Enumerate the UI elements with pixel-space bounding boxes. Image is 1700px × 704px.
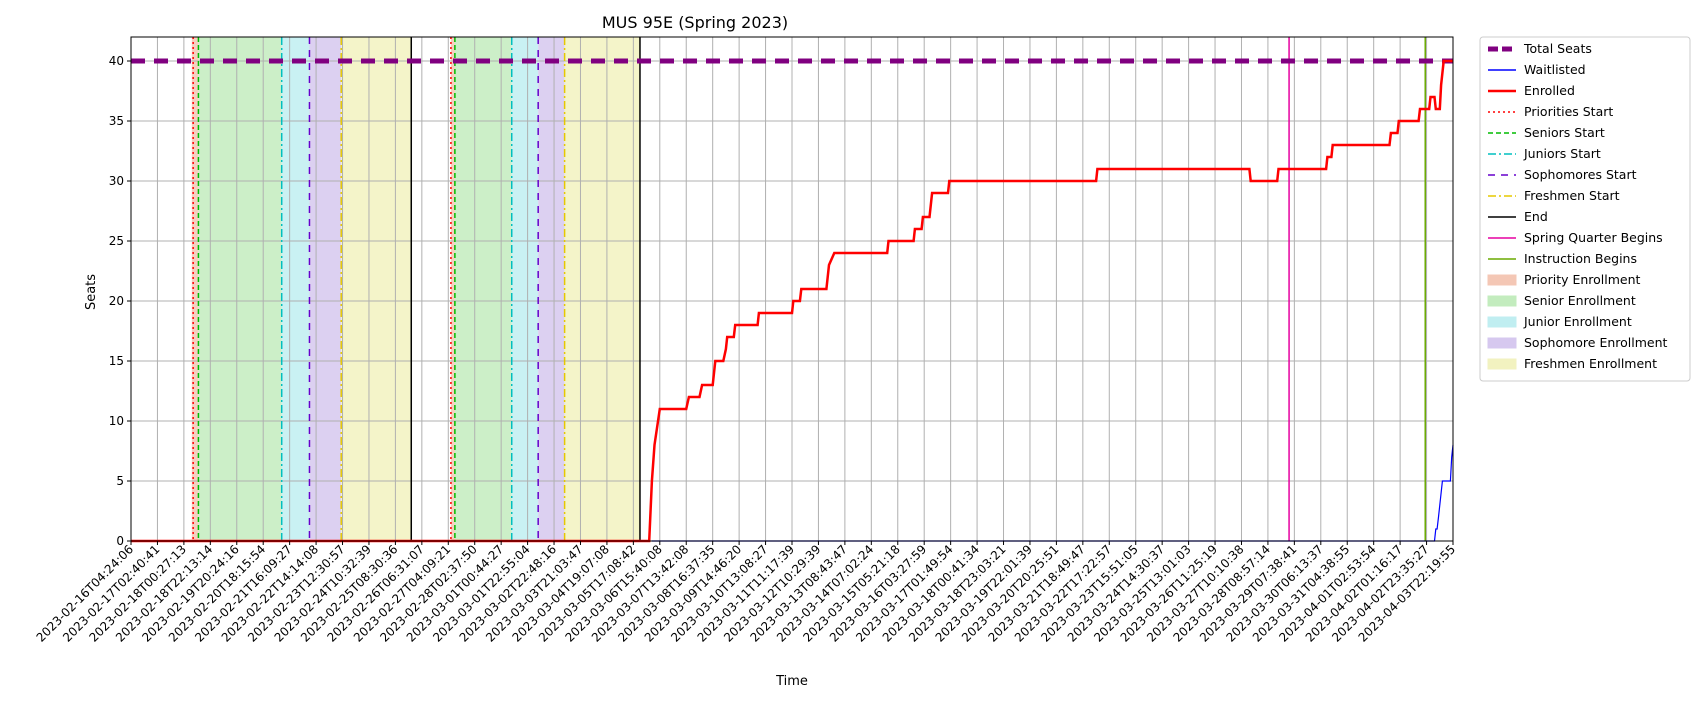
period-priority-enrollment	[450, 37, 455, 541]
period-freshmen-enrollment	[341, 37, 412, 541]
legend-swatch-priority-enrollment	[1487, 274, 1517, 286]
series-waitlisted	[651, 444, 1454, 542]
period-freshmen-enrollment	[564, 37, 640, 541]
legend-swatch-freshmen-enrollment	[1487, 358, 1517, 370]
period-senior-enrollment	[198, 37, 282, 541]
legend-label-seniors-start: Seniors Start	[1524, 125, 1605, 140]
legend-label-priorities-start: Priorities Start	[1524, 104, 1613, 119]
legend-label-spring-quarter-begins: Spring Quarter Begins	[1524, 230, 1663, 245]
y-tick-label: 40	[109, 54, 124, 68]
y-tick-label: 20	[109, 294, 124, 308]
period-sophomore-enrollment	[538, 37, 565, 541]
y-tick-label: 5	[116, 474, 124, 488]
series-enrolled	[131, 59, 1453, 543]
legend-box	[1479, 36, 1691, 382]
period-senior-enrollment	[454, 37, 512, 541]
period-junior-enrollment	[511, 37, 539, 541]
legend-swatch-junior-enrollment	[1487, 316, 1517, 328]
x-axis-label: Time	[775, 674, 808, 689]
legend-label-junior-enrollment: Junior Enrollment	[1523, 314, 1632, 329]
legend-label-total-seats: Total Seats	[1523, 41, 1592, 56]
legend-label-end: End	[1524, 209, 1548, 224]
period-priority-enrollment	[191, 37, 199, 541]
legend-label-juniors-start: Juniors Start	[1523, 146, 1601, 161]
legend-label-waitlisted: Waitlisted	[1524, 62, 1586, 77]
legend: Total Seats Waitlisted Enrolled Priorities …	[1479, 36, 1691, 382]
chart-title: MUS 95E (Spring 2023)	[602, 13, 788, 32]
legend-swatch-sophomore-enrollment	[1487, 337, 1517, 349]
y-tick-label: 30	[109, 174, 124, 188]
legend-label-instruction-begins: Instruction Begins	[1524, 251, 1637, 266]
legend-label-freshmen-enrollment: Freshmen Enrollment	[1524, 356, 1657, 371]
y-tick-label: 0	[116, 534, 124, 548]
period-junior-enrollment	[281, 37, 310, 541]
legend-swatch-senior-enrollment	[1487, 295, 1517, 307]
y-tick-label: 15	[109, 354, 124, 368]
legend-label-enrolled: Enrolled	[1524, 83, 1575, 98]
y-axis-label: Seats	[84, 274, 99, 310]
legend-label-priority-enrollment: Priority Enrollment	[1524, 272, 1641, 287]
legend-label-freshmen-start: Freshmen Start	[1524, 188, 1620, 203]
plot-area: 05101520253035402023-02-16T04:24:062023-…	[34, 36, 1458, 645]
y-tick-label: 35	[109, 114, 124, 128]
gap-region	[426, 38, 452, 540]
y-tick-label: 25	[109, 234, 124, 248]
legend-label-senior-enrollment: Senior Enrollment	[1524, 293, 1636, 308]
legend-label-sophomores-start: Sophomores Start	[1524, 167, 1637, 182]
period-sophomore-enrollment	[309, 37, 342, 541]
legend-label-sophomore-enrollment: Sophomore Enrollment	[1524, 335, 1668, 350]
y-tick-label: 10	[109, 414, 124, 428]
